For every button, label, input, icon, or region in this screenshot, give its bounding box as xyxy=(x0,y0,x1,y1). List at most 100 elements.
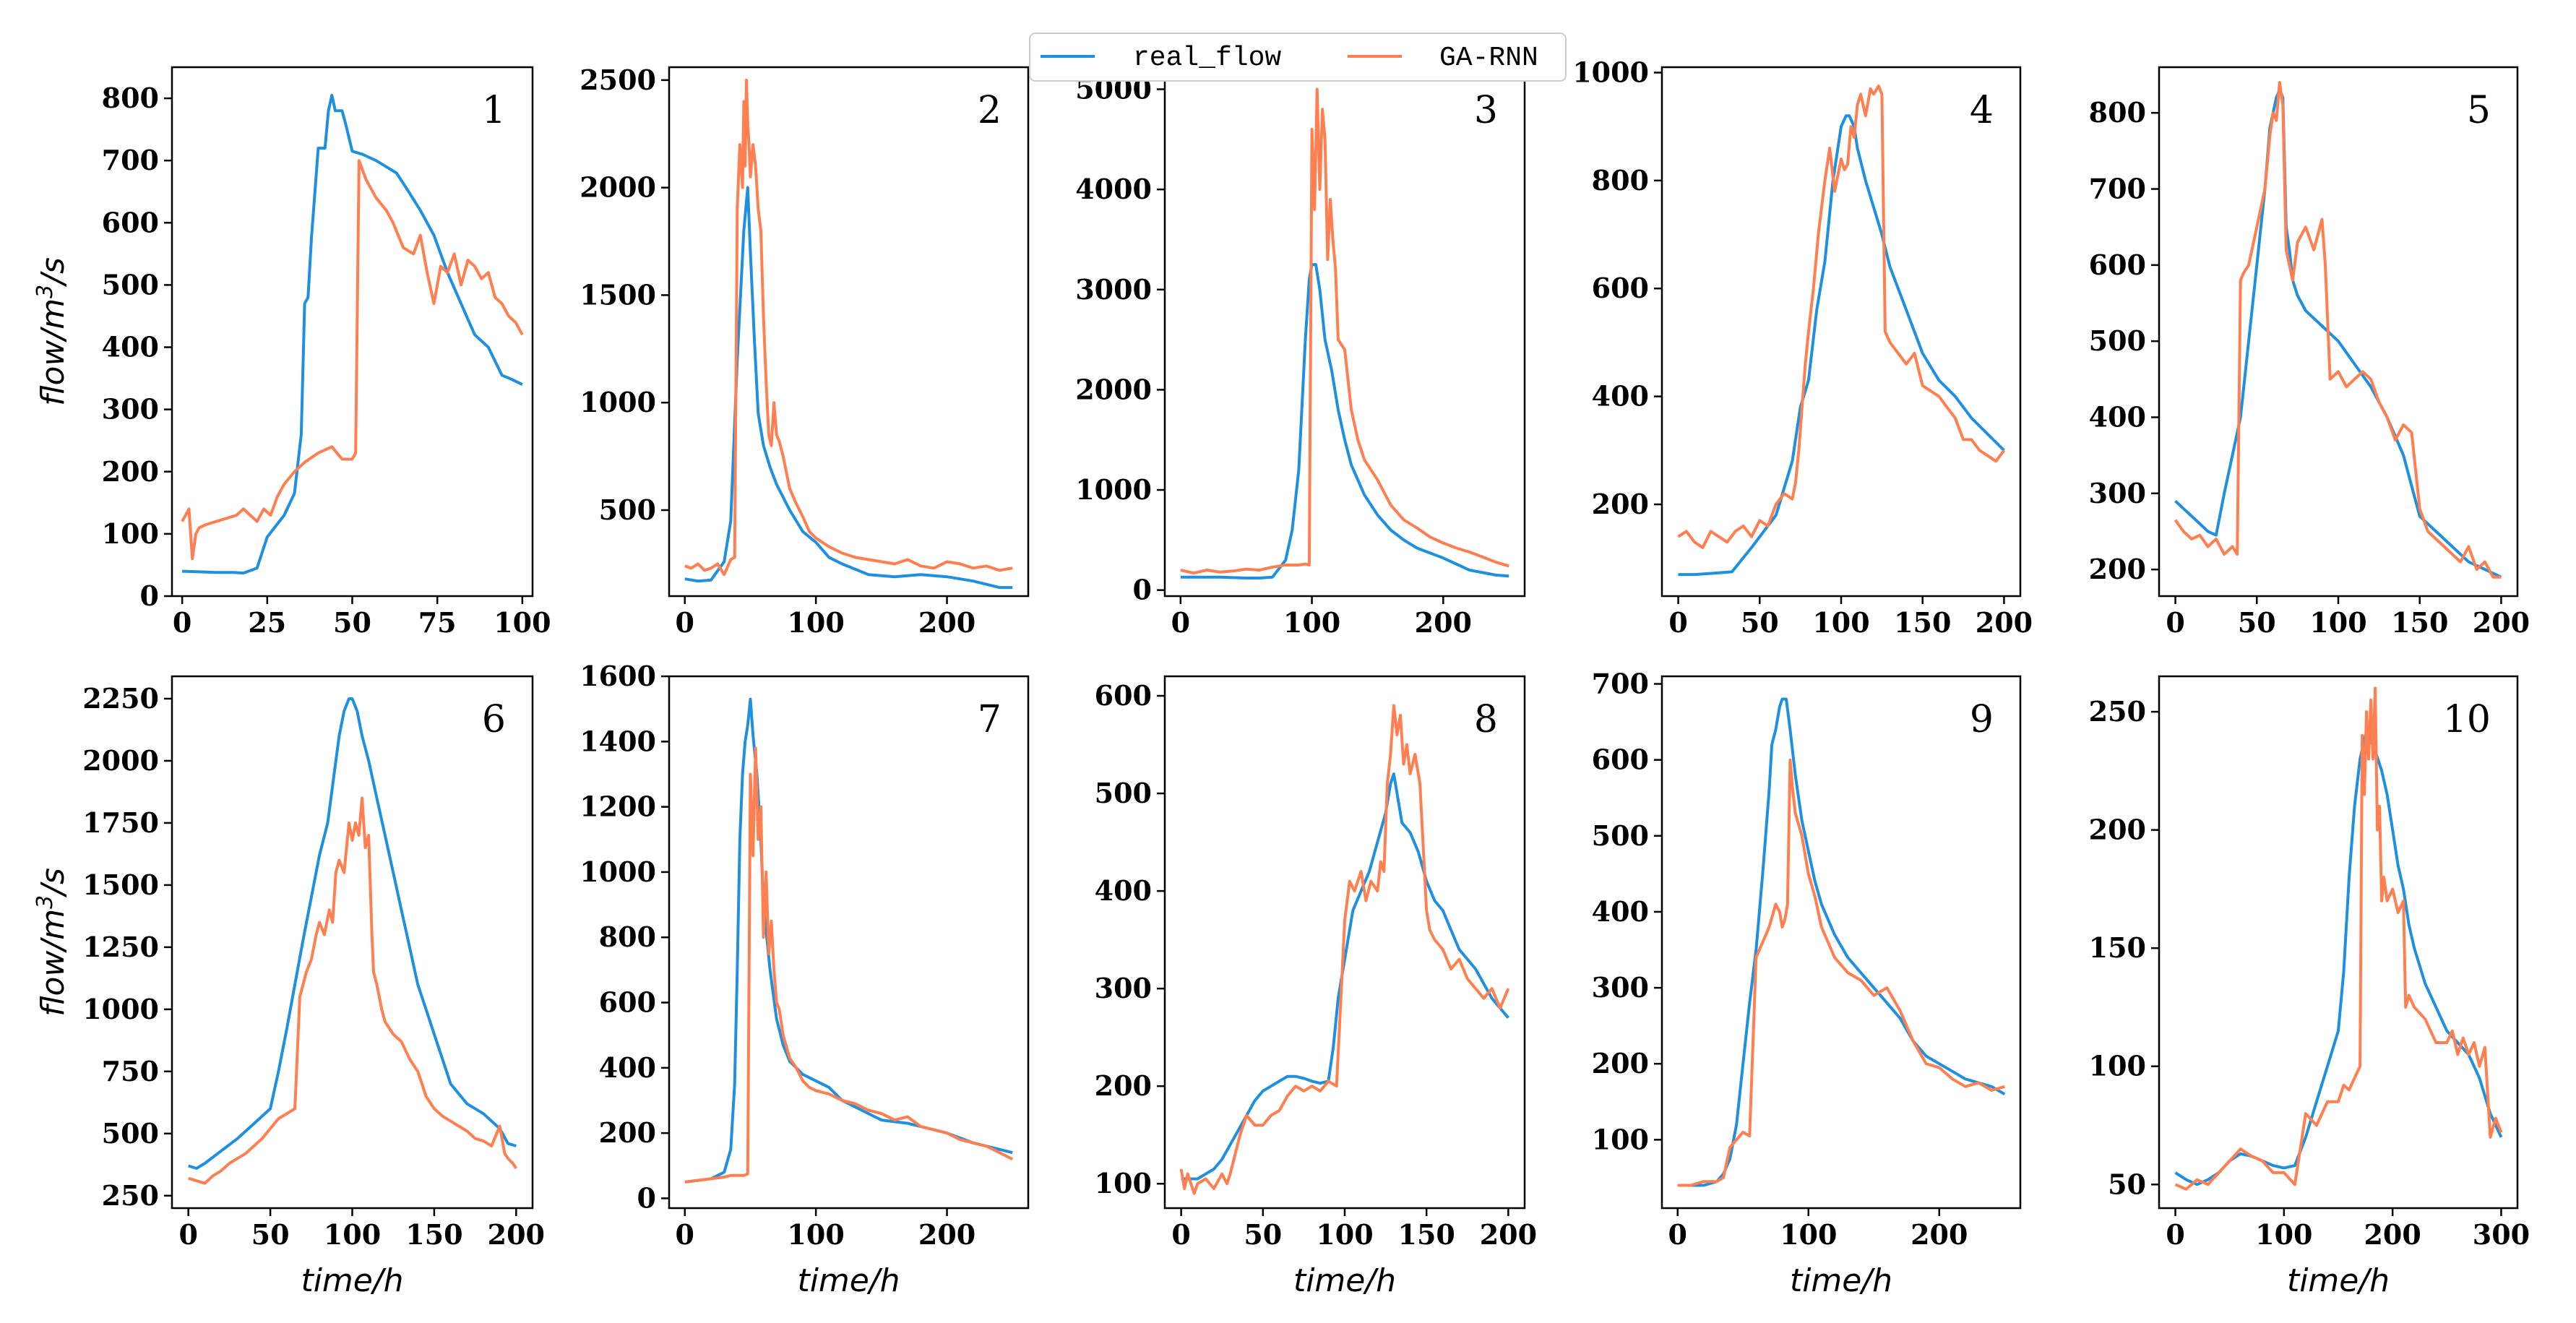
y-tick-label: 1200 xyxy=(580,790,656,823)
x-tick-label: 200 xyxy=(1480,1218,1537,1251)
y-tick-label: 2000 xyxy=(580,171,656,204)
x-tick-label: 200 xyxy=(1976,606,2033,639)
y-axis-label: flow/m3/s xyxy=(33,868,72,1017)
x-tick-label: 50 xyxy=(2238,606,2276,639)
x-tick-label: 0 xyxy=(173,606,191,639)
axes-frame xyxy=(1660,675,2022,1210)
ga-rnn-line-10 xyxy=(2174,686,2503,1191)
ga-rnn-line-4 xyxy=(1677,85,2006,549)
y-tick-label: 750 xyxy=(102,1055,159,1087)
panel-number-label: 3 xyxy=(1474,89,1498,132)
y-tick-label: 250 xyxy=(102,1179,159,1212)
y-tick-label: 700 xyxy=(2089,173,2146,205)
x-tick-label: 0 xyxy=(2166,1218,2184,1251)
ga-rnn-line-7 xyxy=(684,746,1014,1184)
y-tick-label: 1000 xyxy=(580,386,656,418)
y-tick-label: 800 xyxy=(102,82,159,114)
x-tick-label: 200 xyxy=(918,606,975,639)
x-tick-label: 200 xyxy=(918,1218,975,1251)
y-tick-label: 200 xyxy=(1095,1069,1152,1102)
x-tick-label: 100 xyxy=(1283,606,1340,639)
panel-number-label: 10 xyxy=(2443,698,2491,741)
real-flow-line-5 xyxy=(2174,88,2502,579)
y-tick-label: 3000 xyxy=(1075,273,1152,306)
x-tick-label: 100 xyxy=(494,606,551,639)
x-tick-label: 50 xyxy=(251,1218,290,1251)
legend-real-label: real_flow xyxy=(1133,43,1281,74)
axes-frame xyxy=(2158,675,2519,1210)
axes-frame xyxy=(668,66,1030,598)
axes-frame xyxy=(2158,66,2519,598)
y-tick-label: 400 xyxy=(102,331,159,363)
ga-rnn-line-2 xyxy=(684,78,1013,577)
y-tick-label: 500 xyxy=(599,494,656,526)
y-tick-label: 50 xyxy=(2108,1168,2146,1200)
y-tick-label: 200 xyxy=(102,455,159,488)
x-tick-label: 0 xyxy=(676,1218,694,1251)
y-tick-label: 150 xyxy=(2089,931,2146,964)
y-tick-label: 600 xyxy=(599,986,656,1019)
panel-number-label: 6 xyxy=(482,698,506,741)
x-tick-label: 0 xyxy=(676,606,694,639)
y-tick-label: 700 xyxy=(1592,668,1649,700)
panel-7: 0 100 200 0 200 400 600 800 1000 1200 1400 1600 7 tim… xyxy=(580,660,1030,1299)
y-tick-label: 600 xyxy=(1592,272,1649,304)
y-tick-label: 600 xyxy=(2089,249,2146,281)
real-flow-line-7 xyxy=(684,697,1013,1184)
y-tick-label: 500 xyxy=(1592,819,1649,852)
ga-rnn-line-1 xyxy=(181,159,524,561)
real-flow-line-8 xyxy=(1181,772,1509,1181)
panel-10: 0 100 200 300 50 100 150 200 250 10 time/h xyxy=(2089,675,2530,1299)
y-tick-label: 300 xyxy=(1095,972,1152,1004)
x-tick-label: 25 xyxy=(248,606,286,639)
axes-frame xyxy=(668,675,1030,1210)
x-tick-label: 150 xyxy=(405,1218,462,1251)
x-tick-label: 200 xyxy=(2364,1218,2421,1251)
y-tick-label: 1250 xyxy=(82,931,159,963)
ga-rnn-line-9 xyxy=(1677,758,2005,1187)
y-tick-label: 1600 xyxy=(580,660,656,692)
x-axis-label: time/h xyxy=(1790,1262,1892,1299)
real-flow-line-9 xyxy=(1677,697,2006,1187)
x-axis-label: time/h xyxy=(1293,1262,1396,1299)
x-tick-label: 0 xyxy=(2166,606,2184,639)
y-tick-label: 250 xyxy=(2089,695,2146,728)
panel-2: 0 100 200 500 1000 1500 2000 2500 2 xyxy=(580,64,1030,639)
panel-9: 0 100 200 100 200 300 400 500 600 700 9 time/h xyxy=(1592,668,2022,1299)
y-tick-label: 300 xyxy=(102,393,159,426)
y-tick-label: 2000 xyxy=(82,744,159,777)
axes-frame xyxy=(1163,66,1526,598)
x-tick-label: 300 xyxy=(2473,1218,2530,1251)
ga-rnn-line-8 xyxy=(1179,704,1510,1195)
x-tick-label: 75 xyxy=(418,606,457,639)
y-tick-label: 700 xyxy=(102,144,159,176)
panel-6: 0 50 100 150 200 250 500 750 1000 1250 1500 1750 200… xyxy=(33,675,545,1299)
x-tick-label: 0 xyxy=(178,1218,197,1251)
y-tick-label: 100 xyxy=(1095,1167,1152,1199)
y-tick-label: 800 xyxy=(599,921,656,953)
x-tick-label: 50 xyxy=(1244,1218,1282,1251)
y-tick-label: 400 xyxy=(1592,895,1649,928)
x-axis-label: time/h xyxy=(797,1262,900,1299)
panel-number-label: 9 xyxy=(1970,698,1994,741)
x-tick-label: 200 xyxy=(2473,606,2530,639)
y-tick-label: 300 xyxy=(2089,477,2146,509)
x-tick-label: 150 xyxy=(2391,606,2448,639)
y-tick-label: 0 xyxy=(140,579,159,612)
y-tick-label: 500 xyxy=(1095,777,1152,809)
legend-pred-label: GA-RNN xyxy=(1439,43,1538,74)
panel-number-label: 5 xyxy=(2467,89,2491,132)
y-tick-label: 100 xyxy=(1592,1123,1649,1155)
y-tick-label: 1000 xyxy=(1572,56,1649,88)
y-tick-label: 800 xyxy=(2089,96,2146,129)
y-tick-label: 1000 xyxy=(1075,473,1152,506)
y-tick-label: 100 xyxy=(2089,1050,2146,1082)
x-tick-label: 0 xyxy=(1171,1218,1190,1251)
y-tick-label: 400 xyxy=(599,1051,656,1084)
x-tick-label: 150 xyxy=(1398,1218,1455,1251)
real-flow-line-1 xyxy=(182,93,523,575)
y-tick-label: 200 xyxy=(2089,553,2146,585)
y-tick-label: 600 xyxy=(102,206,159,238)
